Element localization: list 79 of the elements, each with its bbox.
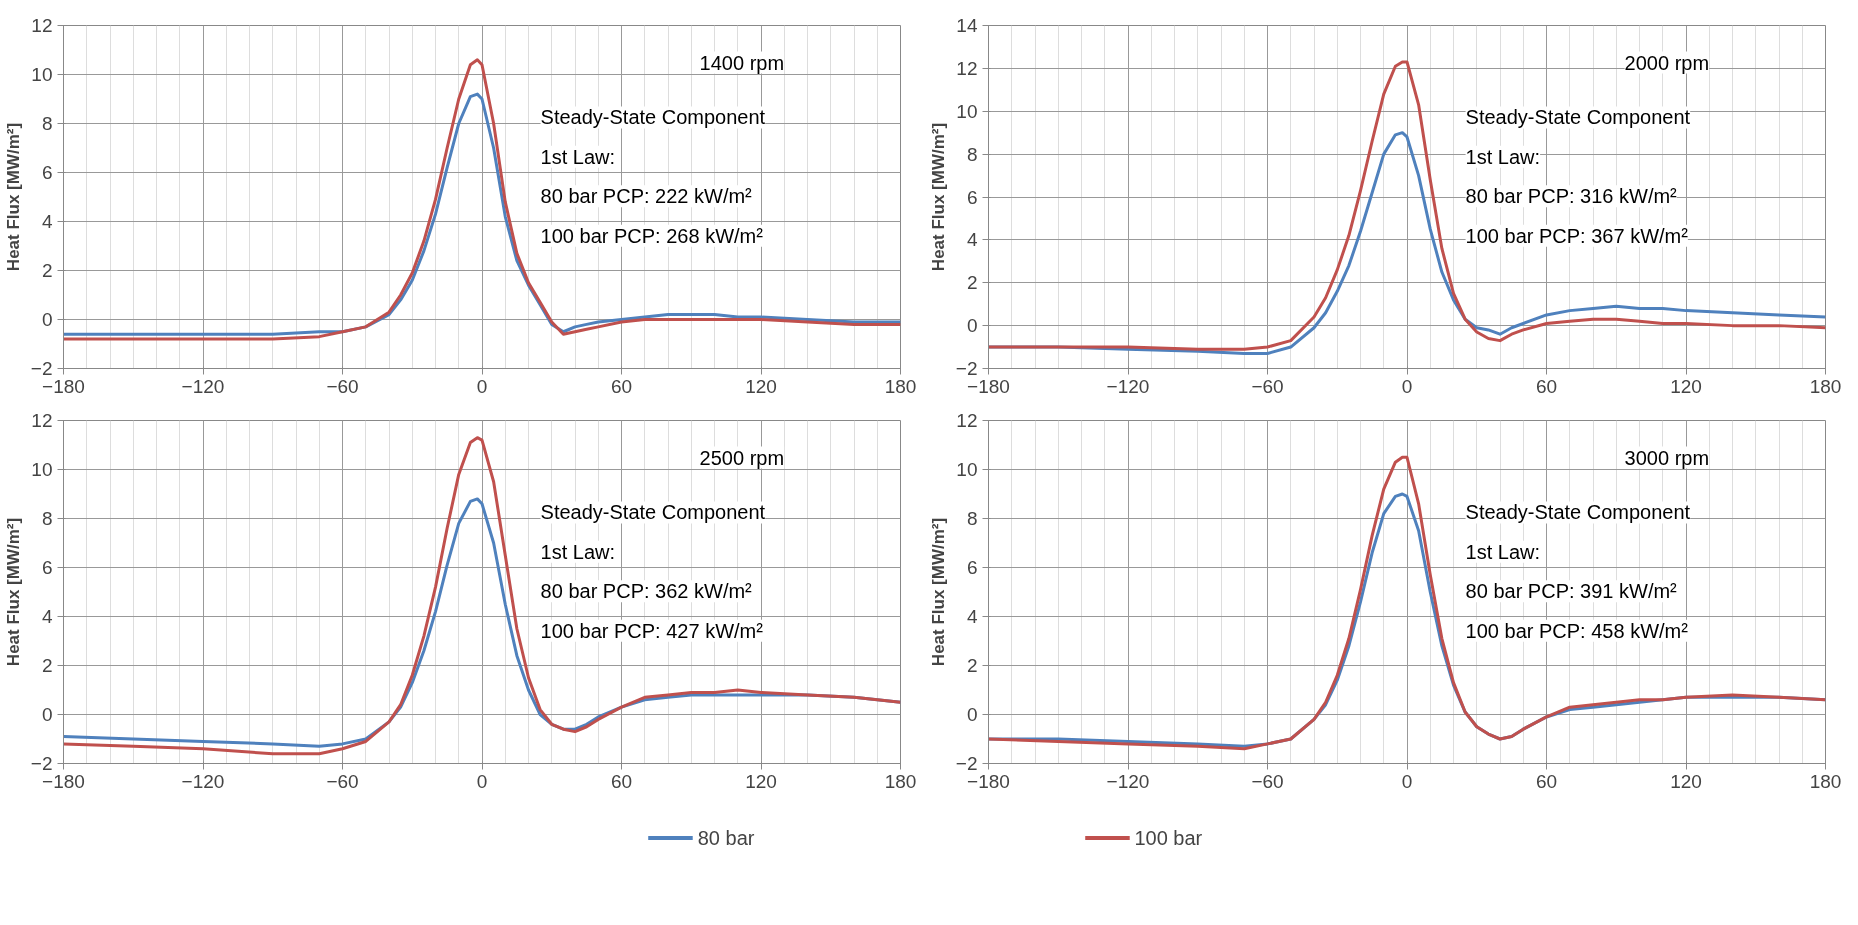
x-tick-label: 60 [610,375,633,397]
annotation: 80 bar PCP: 222 kW/m² [540,185,753,208]
annotation: 100 bar PCP: 268 kW/m² [540,224,764,247]
y-tick-label: 4 [41,211,53,232]
y-tick-label: 8 [41,508,53,529]
x-tick-label: 120 [745,770,777,792]
y-tick-label: 4 [966,229,978,251]
x-tick-label: −120 [1106,770,1150,792]
y-tick-label: 0 [41,704,53,725]
y-tick-label: 10 [31,64,53,85]
annotation: 1st Law: [540,145,616,168]
y-tick-label: 2 [41,655,53,676]
annotation: 80 bar PCP: 362 kW/m² [540,580,753,603]
annotation: 80 bar PCP: 391 kW/m² [1465,580,1678,603]
x-tick-label: 60 [1535,770,1558,792]
annotation: 1st Law: [1465,540,1541,563]
y-tick-label: 8 [41,113,53,134]
annotation: 3000 rpm [1624,446,1710,469]
legend-label: 80 bar [697,826,755,849]
x-tick-label: −120 [181,770,225,792]
y-tick-label: 12 [31,410,53,431]
y-tick-label: 4 [966,606,978,627]
y-tick-label: 12 [956,410,978,431]
x-tick-label: −60 [326,770,359,792]
y-tick-label: 10 [956,459,978,480]
y-tick-label: 6 [41,162,53,183]
y-axis-title: Heat Flux [MW/m²] [928,122,948,272]
annotation: 100 bar PCP: 367 kW/m² [1465,224,1689,247]
y-axis-title: Heat Flux [MW/m²] [928,517,948,667]
y-tick-label: 6 [966,557,978,578]
x-tick-label: −60 [1251,770,1284,792]
y-tick-label: 6 [41,557,53,578]
y-axis-title: Heat Flux [MW/m²] [3,517,23,667]
y-tick-label: 10 [956,100,978,122]
annotation: Steady-State Component [1465,106,1691,129]
annotation: 1st Law: [1465,145,1541,168]
y-tick-label: 12 [956,57,978,79]
legend-label: 100 bar [1134,826,1203,849]
x-tick-label: −60 [326,375,359,397]
annotation: 1st Law: [540,540,616,563]
y-tick-label: 2 [966,272,978,294]
x-tick-label: 180 [884,770,917,792]
x-tick-label: 0 [476,770,488,792]
x-tick-label: 0 [1401,375,1413,397]
y-tick-label: 2 [966,655,978,676]
annotation: 100 bar PCP: 427 kW/m² [540,619,764,642]
y-tick-label: 0 [41,309,53,330]
x-tick-label: −120 [1106,375,1150,397]
x-tick-label: 0 [1401,770,1413,792]
y-tick-label: 6 [966,186,978,208]
annotation: 1400 rpm [699,51,785,74]
y-tick-label: 10 [31,459,53,480]
y-tick-label: 8 [966,508,978,529]
x-tick-label: 180 [1809,770,1842,792]
x-tick-label: 120 [1670,375,1702,397]
x-tick-label: 0 [476,375,488,397]
x-tick-label: −120 [181,375,225,397]
y-tick-label: 12 [31,15,53,36]
annotation: Steady-State Component [540,106,766,129]
y-axis-title: Heat Flux [MW/m²] [3,122,23,272]
y-tick-label: 0 [966,315,978,337]
annotation: 2500 rpm [699,446,785,469]
x-tick-label: 180 [884,375,917,397]
y-tick-label: 4 [41,606,53,627]
annotation: Steady-State Component [540,501,766,524]
x-tick-label: 180 [1809,375,1842,397]
x-tick-label: 60 [1535,375,1558,397]
x-tick-label: −60 [1251,375,1284,397]
y-tick-label: 14 [956,15,978,36]
y-tick-label: 0 [966,704,978,725]
x-tick-label: 60 [610,770,633,792]
annotation: 100 bar PCP: 458 kW/m² [1465,619,1689,642]
y-tick-label: 8 [966,143,978,165]
y-tick-label: 2 [41,260,53,281]
annotation: 2000 rpm [1624,51,1710,74]
x-tick-label: 120 [745,375,777,397]
x-tick-label: 120 [1670,770,1702,792]
annotation: 80 bar PCP: 316 kW/m² [1465,185,1678,208]
annotation: Steady-State Component [1465,501,1691,524]
